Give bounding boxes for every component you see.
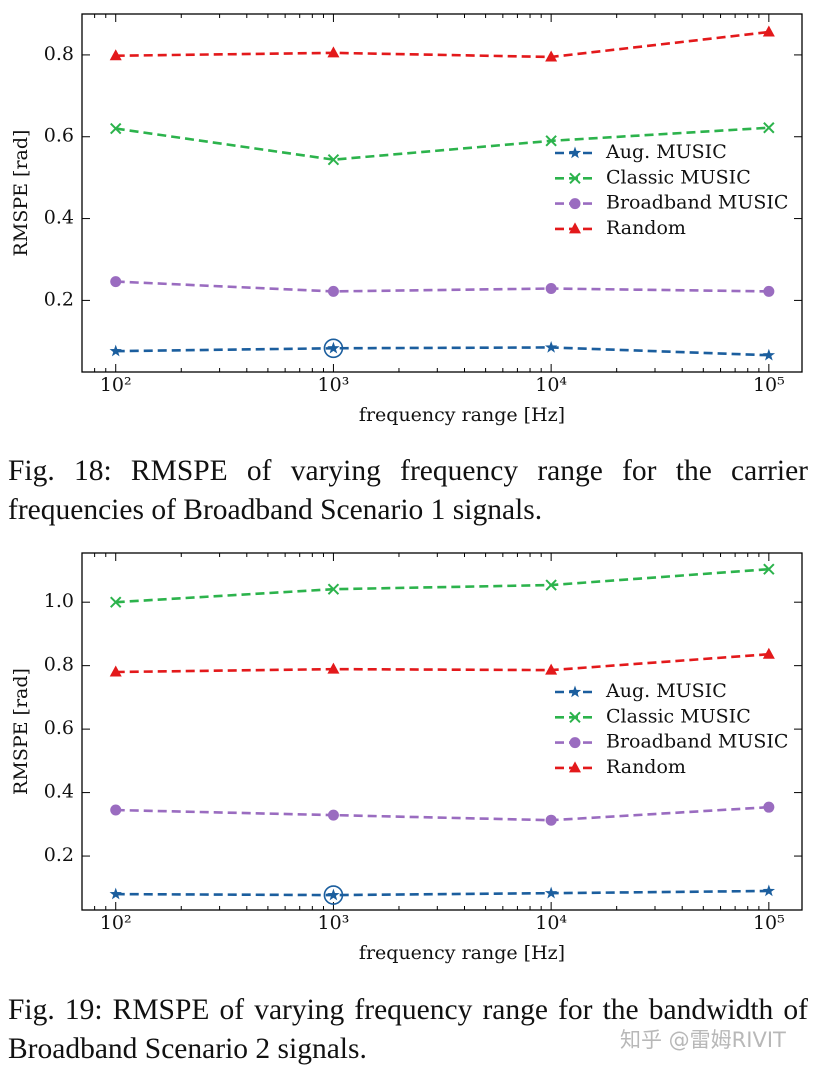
series-line [115,30,769,59]
series-line [115,346,769,357]
series-line [115,126,769,161]
y-tick-label: 0.8 [44,43,74,65]
y-tick-label: 0.4 [44,207,74,229]
marker [569,172,581,185]
marker [545,50,558,62]
caption: Fig. 19: RMSPE of varying frequency rang… [8,994,808,1065]
marker [109,665,122,677]
marker [327,341,340,354]
series-line [115,652,769,674]
series-line [115,889,769,897]
marker [109,887,122,900]
marker [545,135,557,147]
plot-frame [81,552,803,911]
marker [545,663,558,675]
y-axis-label: RMSPE [rad] [10,130,32,257]
y-tick-label: 0.2 [44,844,74,866]
y-tick-label: 0.6 [44,125,74,147]
marker [327,809,339,821]
x-axis-label: frequency range [Hz] [359,942,565,964]
marker [109,344,122,357]
marker [763,285,775,297]
highlight-ring [323,338,344,359]
y-tick-label: 0.2 [44,288,74,310]
marker [763,801,775,813]
marker [327,46,340,58]
x-tick-label: 10² [100,374,132,396]
marker [110,596,122,608]
legend-label: Random [606,217,686,239]
marker [327,888,340,901]
marker [762,884,776,897]
series-line [115,805,769,822]
x-tick-label: 10³ [318,374,350,396]
marker [327,153,340,166]
legend-label: Random [606,756,686,778]
x-tick-label: 10⁴ [535,374,567,396]
marker [109,49,122,61]
legend-label: Broadband MUSIC [606,731,788,753]
x-tick-label: 10⁵ [753,912,785,934]
series-line [115,280,769,293]
legend-label: Aug. MUSIC [605,680,727,702]
series-line [115,567,769,604]
y-tick-label: 0.4 [44,781,74,803]
marker [544,886,558,899]
y-tick-label: 0.8 [44,654,74,676]
marker [762,348,776,361]
legend-label: Broadband MUSIC [606,192,788,214]
marker [545,814,557,826]
marker [110,804,122,816]
marker [544,340,558,353]
marker [545,283,557,295]
x-tick-label: 10² [100,912,132,934]
x-tick-label: 10⁵ [753,374,785,396]
legend-label: Aug. MUSIC [605,141,727,163]
marker [569,737,581,749]
marker [762,25,775,37]
marker [545,579,557,591]
marker [763,563,775,575]
marker [110,122,122,135]
legend-label: Classic MUSIC [606,705,751,727]
marker [569,222,581,234]
marker [327,583,340,595]
marker [327,285,339,297]
y-tick-label: 0.6 [44,717,74,739]
y-axis-label: RMSPE [rad] [10,668,32,795]
marker [569,198,581,210]
highlight-ring [323,885,344,905]
legend-label: Classic MUSIC [606,166,751,188]
marker [110,276,122,288]
x-tick-label: 10³ [318,912,350,934]
marker [569,761,581,773]
marker [763,122,775,134]
marker [569,711,581,724]
watermark: 知乎 @雷姆RIVIT [620,1028,786,1052]
x-tick-label: 10⁴ [535,912,567,934]
marker [762,647,775,659]
marker [568,685,582,698]
marker [327,662,340,674]
plot-frame [81,13,803,373]
x-axis-label: frequency range [Hz] [359,404,565,426]
marker [568,146,582,159]
caption: Fig. 18: RMSPE of varying frequency rang… [8,455,808,526]
y-tick-label: 1.0 [44,590,74,612]
